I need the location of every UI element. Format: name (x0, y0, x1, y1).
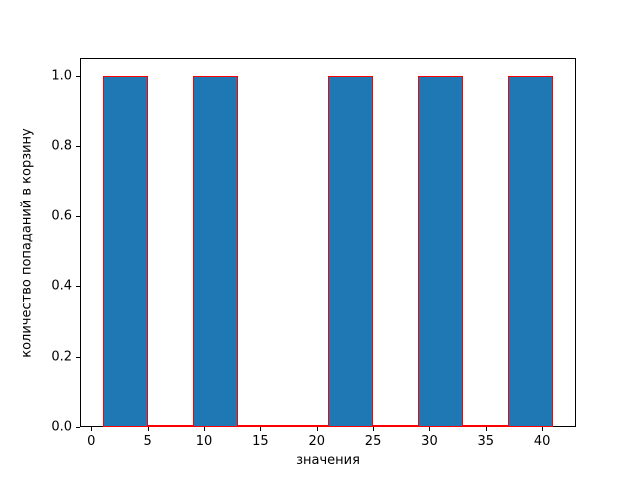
histogram-bar (192, 75, 238, 427)
x-tick-label: 15 (252, 434, 269, 449)
zero-bin-baseline (102, 425, 554, 427)
x-tick-mark (429, 427, 431, 431)
x-tick-label: 35 (477, 434, 495, 449)
y-tick-mark (76, 286, 80, 288)
x-tick-mark (204, 427, 205, 431)
x-tick-label: 30 (421, 434, 438, 449)
x-tick-label: 10 (195, 434, 213, 449)
y-axis-label: количество попаданий в корзину (19, 127, 35, 358)
y-tick-mark (76, 216, 80, 218)
histogram-bar (328, 75, 374, 427)
x-tick-mark (485, 427, 487, 431)
x-tick-mark (147, 427, 149, 431)
y-tick-mark (76, 145, 80, 147)
x-tick-mark (91, 427, 93, 431)
y-tick-mark (76, 427, 80, 428)
x-tick-label: 5 (143, 434, 152, 449)
y-tick-mark (76, 75, 80, 77)
y-tick-label: 0.2 (51, 349, 72, 365)
histogram-bar (102, 75, 148, 427)
y-tick-label: 0.0 (51, 419, 72, 435)
y-tick-mark (76, 356, 80, 358)
x-tick-label: 25 (364, 434, 382, 449)
y-tick-label: 1.0 (51, 68, 72, 84)
histogram-bar (508, 75, 554, 427)
x-tick-mark (316, 427, 318, 431)
y-tick-label: 0.6 (51, 208, 72, 224)
y-tick-label: 0.4 (51, 278, 72, 294)
x-tick-mark (542, 427, 544, 431)
x-tick-mark (260, 427, 262, 431)
y-tick-label: 0.8 (51, 138, 72, 154)
x-tick-label: 40 (533, 434, 551, 449)
x-tick-label: 0 (87, 434, 96, 449)
x-tick-mark (373, 427, 375, 431)
histogram-bar (418, 75, 464, 427)
x-tick-label: 20 (308, 434, 325, 449)
x-axis-label: значения (296, 453, 360, 468)
